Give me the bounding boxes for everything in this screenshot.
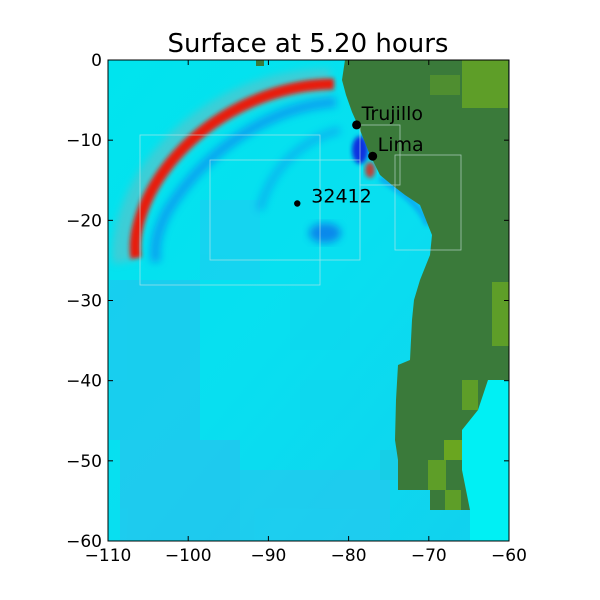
chart-title: Surface at 5.20 hours [168, 29, 449, 59]
plot-area [108, 60, 509, 541]
y-tick-label: −20 [66, 211, 102, 231]
x-tick-label: −70 [411, 546, 447, 566]
land-mass [256, 60, 509, 541]
y-tick-label: −30 [66, 292, 102, 312]
axis-tick-labels: −110 −100 −90 −80 −70 −60 0 −10 −20 −30 −40 −50 −60 [66, 51, 527, 566]
location-markers: Trujillo Lima 32412 [294, 103, 424, 207]
location-label: Lima [378, 134, 424, 156]
location-marker [368, 151, 378, 161]
location-marker [294, 200, 301, 207]
x-tick-label: −90 [250, 546, 286, 566]
x-tick-label: −100 [165, 546, 212, 566]
y-tick-label: −40 [66, 372, 102, 392]
x-tick-label: −110 [85, 546, 132, 566]
x-tick-label: −80 [331, 546, 367, 566]
y-tick-label: −50 [66, 452, 102, 472]
y-tick-label: 0 [91, 51, 102, 71]
south-ocean [462, 380, 509, 541]
location-label: Trujillo [361, 103, 423, 125]
refinement-boxes [139, 124, 462, 286]
y-tick-label: −60 [66, 532, 102, 552]
location-marker [352, 120, 362, 130]
y-tick-label: −10 [66, 131, 102, 151]
axis-ticks [107, 59, 510, 542]
x-tick-label: −60 [491, 546, 527, 566]
wave-front [112, 68, 431, 265]
location-label: 32412 [311, 185, 371, 207]
